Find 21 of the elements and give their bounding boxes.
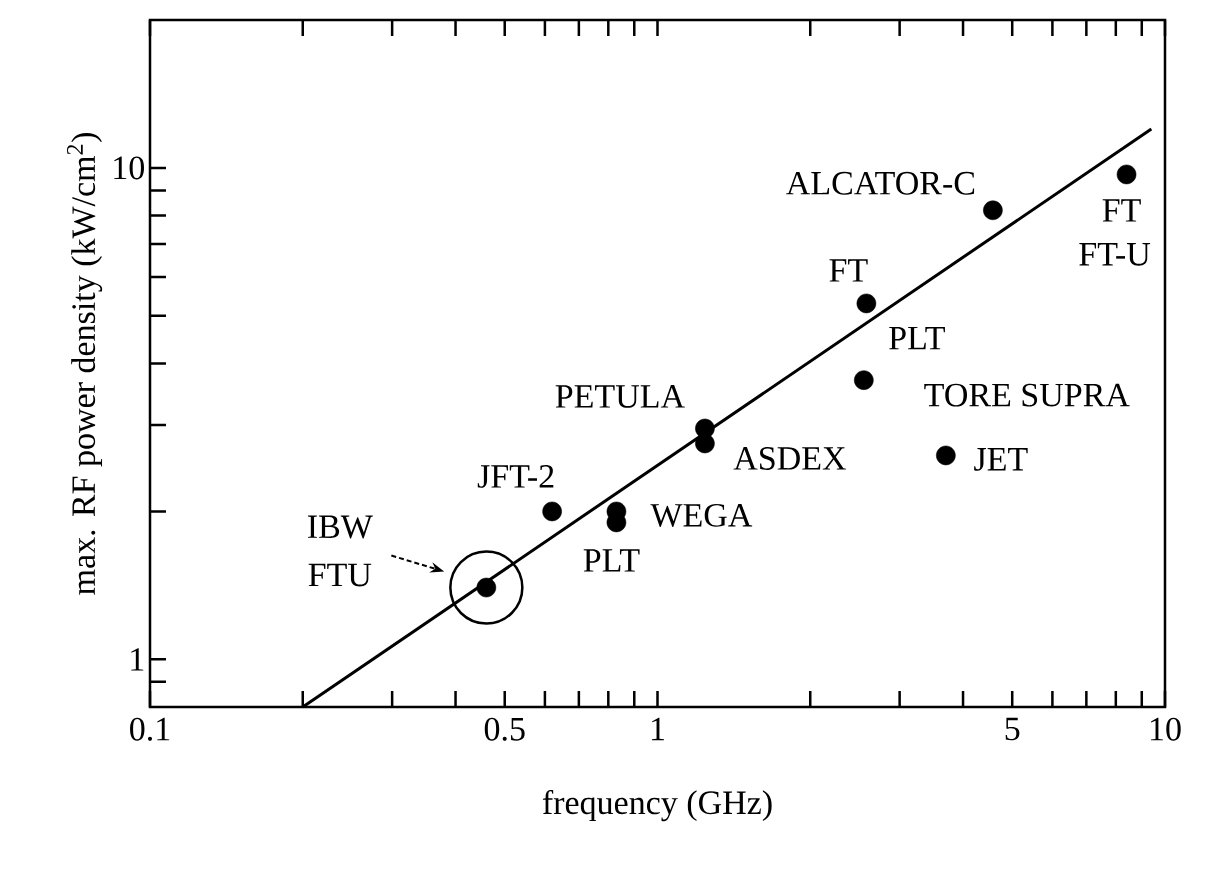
annotation: ALCATOR-C	[786, 171, 975, 195]
annotation: IBW	[307, 515, 373, 539]
annotation: FTU	[308, 563, 372, 587]
x-tick-label: 1	[651, 717, 664, 741]
annotation: FT-U	[1079, 243, 1151, 266]
x-tick-label: 5	[1005, 717, 1020, 741]
annotation: PLT	[889, 326, 945, 350]
annotation: FT	[829, 259, 868, 282]
x-axis-title: frequency (GHz)	[542, 789, 772, 822]
annotation: WEGA	[650, 503, 753, 527]
y-axis-title: max. RF power density (kW/cm$^{2}$)	[67, 133, 103, 595]
annotation: ASDEX	[733, 447, 846, 470]
x-tick-label: 0.1	[130, 717, 170, 741]
annotation: JET	[974, 448, 1028, 471]
annotation: JFT-2	[477, 465, 554, 488]
annotation: PETULA	[555, 385, 685, 408]
x-tick-label: 0.5	[484, 717, 525, 741]
x-tick-label: 10	[1150, 717, 1181, 741]
annotation: PLT	[583, 549, 640, 572]
annotation: FT	[1102, 199, 1141, 222]
annotation: TORE SUPRA	[924, 383, 1130, 407]
